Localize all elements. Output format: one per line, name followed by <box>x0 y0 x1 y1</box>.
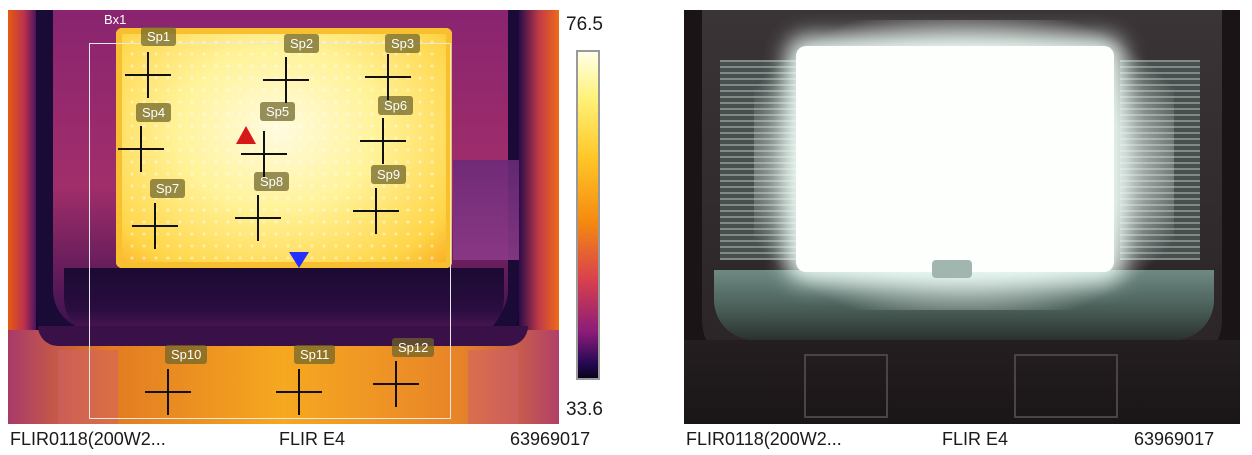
scale-min-value: 33.6 <box>566 399 603 420</box>
thermal-housing-slot <box>58 350 118 424</box>
photo-driver-housing <box>684 340 1240 424</box>
spot-crosshair-sp3[interactable] <box>365 54 411 100</box>
spot-label-sp9: Sp9 <box>371 165 407 184</box>
measurement-box[interactable] <box>89 43 451 419</box>
spot-crosshair-sp2[interactable] <box>263 57 309 103</box>
spot-label-sp4: Sp4 <box>136 103 172 122</box>
spot-crosshair-sp10[interactable] <box>145 369 191 415</box>
spot-label-sp10: Sp10 <box>165 345 208 364</box>
visual-photo <box>684 10 1240 424</box>
spot-crosshair-sp7[interactable] <box>132 203 178 249</box>
thermal-caption-serial: 63969017 <box>510 429 591 449</box>
thermal-led-panel <box>116 28 452 268</box>
spot-label-sp6: Sp6 <box>378 96 414 115</box>
spot-crosshair-sp12[interactable] <box>373 361 419 407</box>
spot-label-sp3: Sp3 <box>385 34 421 53</box>
spot-crosshair-sp4[interactable] <box>118 126 164 172</box>
spot-label-sp12: Sp12 <box>392 338 435 357</box>
spot-crosshair-sp5[interactable] <box>241 131 287 177</box>
spot-crosshair-sp1[interactable] <box>125 52 171 98</box>
color-scale-bar <box>576 50 600 380</box>
spot-label-sp2: Sp2 <box>284 34 320 53</box>
measurement-box-label: Bx1 <box>104 12 127 27</box>
hot-spot-marker-icon <box>236 126 256 144</box>
visual-caption-camera: FLIR E4 <box>942 429 1009 449</box>
photo-led-panel <box>796 46 1114 272</box>
photo-sensor-nub <box>932 260 972 278</box>
thermal-image: Bx1 Sp1 Sp2 Sp3 Sp4 Sp5 Sp6 Sp7 Sp8 Sp9 … <box>8 10 559 424</box>
spot-label-sp11: Sp11 <box>294 345 336 364</box>
thermal-caption-camera: FLIR E4 <box>279 429 346 449</box>
cold-spot-marker-icon <box>289 252 309 268</box>
thermal-housing-slot <box>468 350 518 424</box>
photo-housing-slot <box>1014 354 1118 418</box>
spot-crosshair-sp11[interactable] <box>276 369 322 415</box>
thermal-led-dots <box>126 36 442 260</box>
spot-label-sp8: Sp8 <box>254 172 290 191</box>
spot-crosshair-sp6[interactable] <box>360 118 406 164</box>
visual-caption-serial: 63969017 <box>1134 429 1215 449</box>
photo-housing-slot <box>804 354 888 418</box>
thermal-side-panel <box>453 160 519 260</box>
thermal-caption-file: FLIR0118(200W2... <box>10 429 166 449</box>
spot-label-sp5: Sp5 <box>260 102 296 121</box>
spot-label-sp1: Sp1 <box>141 27 177 46</box>
spot-label-sp7: Sp7 <box>150 179 186 198</box>
visual-caption-file: FLIR0118(200W2... <box>686 429 842 449</box>
spot-crosshair-sp9[interactable] <box>353 188 399 234</box>
spot-crosshair-sp8[interactable] <box>235 195 281 241</box>
scale-max-value: 76.5 <box>566 14 603 35</box>
